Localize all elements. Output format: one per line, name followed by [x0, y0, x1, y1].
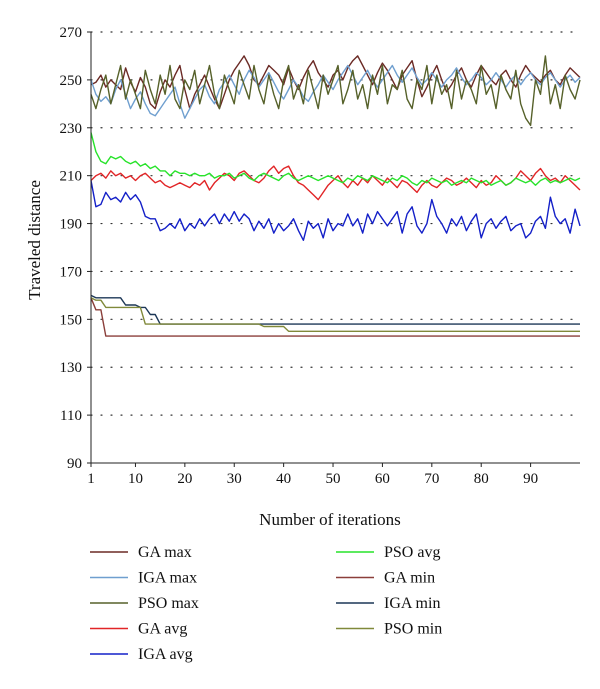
y-axis-label: Traveled distance: [25, 180, 44, 300]
legend-label: IGA min: [384, 595, 440, 612]
x-tick-label: 1: [87, 471, 95, 487]
series-line-iga-max: [90, 64, 581, 119]
y-tick-label: 90: [67, 456, 82, 472]
x-tick-label: 40: [276, 471, 291, 487]
y-tick-label: 270: [60, 25, 83, 41]
x-tick-label: 70: [424, 471, 439, 487]
series-line-iga-avg: [90, 180, 581, 242]
y-tick-label: 190: [60, 217, 83, 233]
series-line-ga-avg: [90, 165, 581, 201]
legend-label: PSO min: [384, 621, 442, 638]
series-line-iga-min: [90, 294, 580, 325]
series-line-ga-min: [90, 297, 580, 337]
legend-label: IGA avg: [138, 646, 193, 663]
axes: [90, 32, 580, 464]
x-axis-label: Number of iterations: [259, 510, 401, 529]
x-tick-label: 50: [326, 471, 341, 487]
y-tick-label: 230: [60, 121, 83, 137]
y-tick-label: 210: [60, 169, 83, 185]
series-line-pso-min: [90, 297, 580, 332]
series-line-pso-max: [90, 55, 581, 127]
x-tick-label: 10: [128, 471, 143, 487]
x-tick-labels: 1 10 20 30 40 50 60 70 80 90: [87, 463, 538, 487]
legend-label: GA max: [138, 544, 192, 561]
x-tick-label: 30: [227, 471, 242, 487]
legend-label: PSO max: [138, 595, 199, 612]
x-tick-label: 90: [523, 471, 538, 487]
legend: GA max IGA max PSO max GA avg IGA avg PSO avg…: [90, 544, 442, 663]
legend-label: GA min: [384, 570, 435, 587]
series-line-pso-avg: [90, 132, 581, 186]
x-tick-label: 80: [474, 471, 489, 487]
legend-label: PSO avg: [384, 544, 440, 561]
y-tick-label: 250: [60, 73, 83, 89]
legend-label: IGA max: [138, 570, 197, 587]
y-tick-label: 170: [60, 264, 83, 280]
y-tick-label: 110: [60, 408, 82, 424]
x-tick-label: 20: [177, 471, 192, 487]
y-tick-label: 150: [60, 312, 83, 328]
y-tick-label: 130: [60, 360, 83, 376]
y-tick-labels: 90 110 130 150 170 190 210 230 250 270: [60, 25, 91, 472]
series-line-ga-max: [90, 55, 581, 110]
series-lines: [90, 55, 581, 337]
x-tick-label: 60: [375, 471, 390, 487]
legend-label: GA avg: [138, 621, 187, 638]
